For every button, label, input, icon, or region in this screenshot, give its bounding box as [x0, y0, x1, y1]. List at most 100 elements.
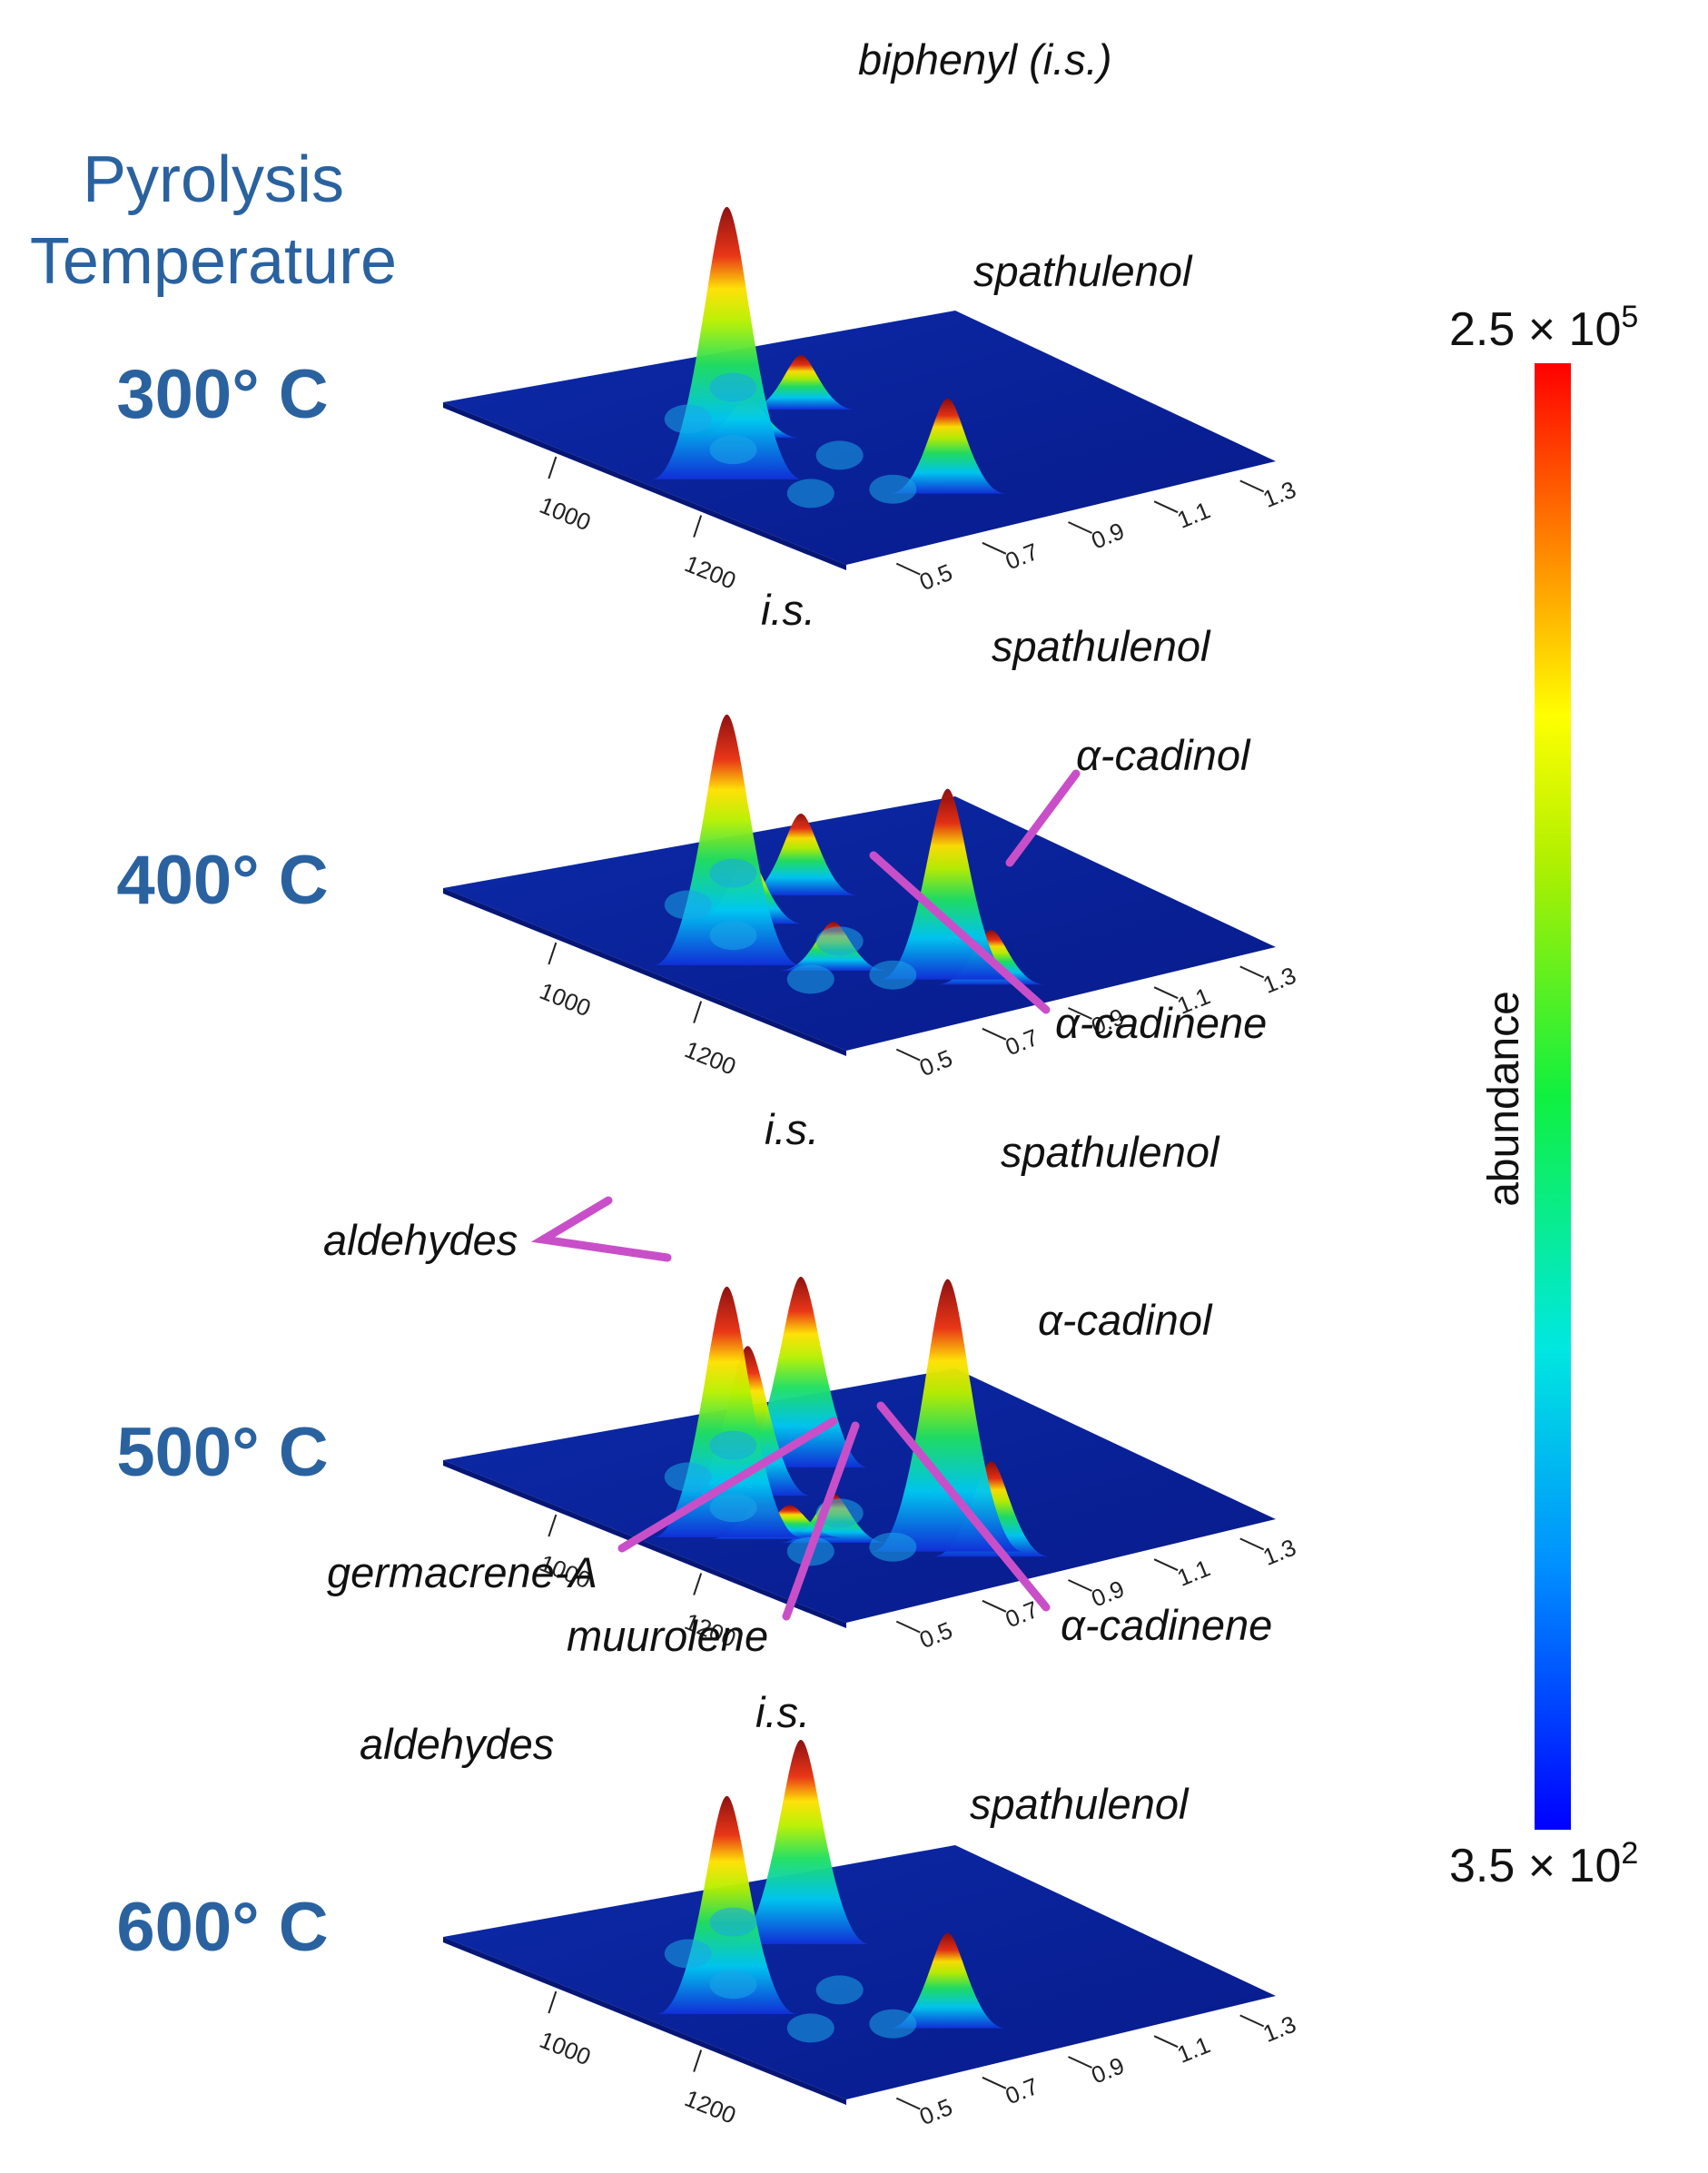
surface-bump [709, 1970, 757, 2000]
surface-plane-edge [443, 402, 846, 570]
y-tick-label: 1.3 [1259, 962, 1300, 999]
x-tick-label: 1200 [681, 549, 740, 594]
surface-bump [664, 404, 712, 434]
label-germacrene-500: germacrene-A [327, 1548, 597, 1596]
label-cadinol-400: α-cadinol [1076, 731, 1251, 779]
pointer-cadinene-400 [869, 851, 1051, 1014]
temp-label-300: 300° C [116, 356, 328, 433]
y-tick [1068, 1579, 1092, 1592]
surface-bump [709, 1907, 757, 1937]
compound-labels: biphenyl (i.s.) spathulenol i.s. spathul… [323, 35, 1272, 1828]
peak-spathulenol [880, 788, 1016, 980]
surface-plane [443, 311, 1276, 565]
x-tick [693, 1573, 703, 1595]
surface-bump [815, 1975, 864, 2005]
figure-title-line1: Pyrolysis [83, 143, 344, 216]
surface-plane-edge [443, 1460, 846, 1628]
pointer-cadinene-500 [876, 1401, 1051, 1612]
y-tick-label: 1.3 [1259, 2010, 1300, 2048]
x-tick-label: 1200 [681, 1035, 740, 1080]
y-tick-label: 1.1 [1173, 496, 1214, 533]
y-tick [895, 2097, 921, 2110]
surface-bump [664, 1462, 712, 1492]
y-tick [982, 541, 1007, 555]
colorbar-label: abundance [1480, 991, 1528, 1207]
label-is-500: i.s. [765, 1105, 819, 1153]
surface-panel-3: 1000 1200 0.5 0.7 0.9 1.1 1.3 [443, 1740, 1299, 2130]
x-tick [693, 515, 703, 538]
y-tick [1068, 1007, 1092, 1020]
x-tick [548, 456, 558, 479]
label-aldehydes-600: aldehydes [360, 1720, 554, 1768]
y-tick [982, 1599, 1007, 1613]
x-tick-label: 1000 [536, 491, 595, 536]
y-tick [1068, 521, 1092, 534]
y-tick-label: 1.1 [1173, 1554, 1214, 1591]
y-tick [1239, 1537, 1265, 1551]
peak-spathulenol [889, 1932, 1007, 2029]
surface-bump [869, 960, 917, 990]
temp-label-600: 600° C [116, 1889, 328, 1966]
pointer-lines [530, 769, 1081, 1621]
surface-bump [786, 2013, 834, 2043]
surface-bump [815, 926, 864, 956]
surface-bump [709, 921, 757, 951]
surface-plane [443, 1845, 1276, 2099]
colorbar: 2.5 × 105 3.5 × 102 abundance [1449, 300, 1638, 1892]
y-tick-label: 0.7 [1002, 538, 1042, 575]
label-is-400: i.s. [761, 586, 815, 634]
pointer-muurolene-500 [782, 1421, 860, 1621]
surface-plane-edge [443, 888, 846, 1056]
surface-bump [709, 435, 757, 465]
surface-panels: 1000 1200 0.5 0.7 0.9 1.1 1.3 1000 1200 0.5 0.7 0.9… [443, 206, 1300, 2130]
label-spathulenol-400: spathulenol [992, 622, 1211, 670]
label-muurolene-500: muurolene [567, 1612, 768, 1660]
x-tick-label: 1200 [681, 2084, 740, 2129]
peak-unlabeled [743, 814, 859, 896]
y-tick [1239, 2014, 1265, 2028]
y-tick-label: 0.5 [915, 1616, 956, 1654]
surface-bump [815, 440, 864, 470]
label-spathulenol-500: spathulenol [1001, 1128, 1220, 1176]
surface-panel-0: 1000 1200 0.5 0.7 0.9 1.1 1.3 [443, 206, 1300, 596]
x-tick [548, 1514, 558, 1537]
label-spathulenol-600: spathulenol [970, 1780, 1190, 1828]
y-tick-label: 1.3 [1259, 476, 1300, 513]
surface-plane [443, 796, 1276, 1051]
y-tick [1153, 1558, 1179, 1572]
label-cadinol-500: α-cadinol [1038, 1296, 1213, 1344]
figure-title-line2: Temperature [30, 225, 397, 298]
x-tick [693, 2050, 703, 2072]
colorbar-gradient [1535, 363, 1571, 1830]
label-is-600: i.s. [755, 1688, 810, 1736]
colorbar-min: 3.5 × 102 [1449, 1836, 1638, 1892]
colorbar-min-exponent: 2 [1621, 1836, 1638, 1871]
surface-plane [443, 1368, 1276, 1623]
peak-unlabeled [745, 355, 856, 410]
x-tick [548, 1990, 558, 2014]
y-tick [1153, 2035, 1179, 2049]
surface-bump [664, 890, 712, 920]
surface-bump [664, 1939, 712, 1969]
y-tick [895, 562, 921, 576]
y-tick [1153, 500, 1179, 514]
peak-spathulenol [889, 398, 1007, 494]
y-tick-label: 0.9 [1088, 517, 1129, 554]
surface-bump [869, 2009, 917, 2039]
label-biphenyl: biphenyl (i.s.) [858, 35, 1112, 84]
y-tick-label: 0.7 [1002, 2072, 1042, 2109]
label-cadinene-500: α-cadinene [1061, 1601, 1272, 1649]
colorbar-max-exponent: 5 [1621, 300, 1638, 334]
label-spathulenol-300: spathulenol [973, 247, 1193, 295]
y-tick [895, 1620, 921, 1634]
x-tick-label: 1000 [536, 977, 595, 1022]
label-cadinene-400: α-cadinene [1055, 999, 1267, 1047]
x-tick-label: 1000 [536, 2026, 595, 2070]
y-tick-label: 0.7 [1002, 1023, 1042, 1061]
surface-bump [709, 1430, 757, 1460]
y-tick [1239, 479, 1265, 493]
y-tick [982, 1027, 1007, 1041]
